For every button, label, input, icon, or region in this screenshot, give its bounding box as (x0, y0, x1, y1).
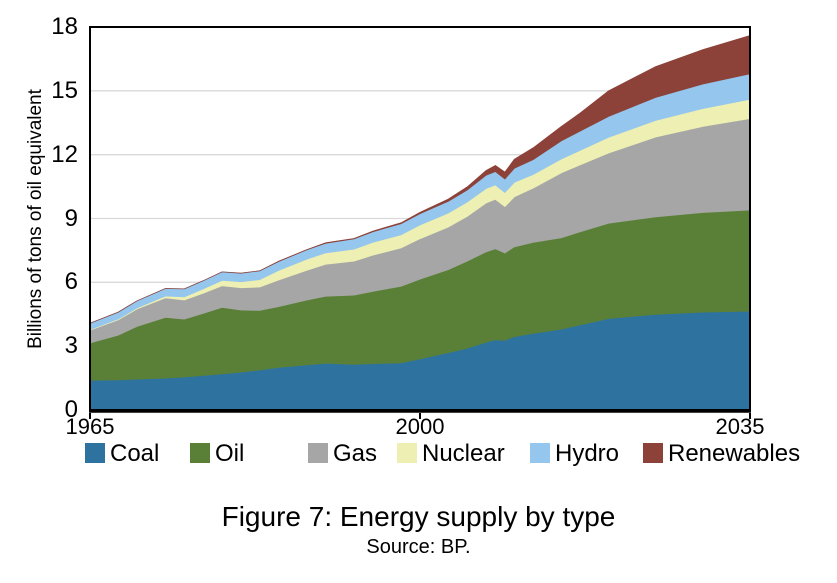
legend-swatch-gas (308, 443, 328, 463)
legend-label-coal: Coal (110, 440, 160, 467)
legend-label-hydro: Hydro (555, 440, 620, 467)
legend-swatch-renewables (643, 443, 663, 463)
legend-label-gas: Gas (333, 440, 378, 467)
figure-caption: Figure 7: Energy supply by type Source: … (0, 500, 837, 560)
plot-border (89, 26, 751, 411)
legend-label-nuclear: Nuclear (422, 440, 505, 467)
legend-swatch-nuclear (397, 443, 417, 463)
chart-legend: Coal Oil Gas Nuclear Hydro Renewables (0, 440, 837, 470)
legend-swatch-hydro (530, 443, 550, 463)
y-tick-label-3: 3 (64, 332, 78, 360)
y-tick-label-15: 15 (51, 76, 78, 104)
y-tick-label-18: 18 (51, 13, 78, 40)
x-tick-label-2000: 2000 (395, 414, 445, 439)
y-tick-label-12: 12 (51, 140, 78, 168)
figure-caption-title: Figure 7: Energy supply by type (221, 501, 616, 532)
legend-label-renewables: Renewables (668, 440, 801, 467)
figure-caption-source: Source: BP. (366, 536, 471, 558)
legend-swatch-oil (190, 443, 210, 463)
legend-swatch-coal (85, 443, 105, 463)
y-tick-label-6: 6 (64, 268, 78, 296)
legend-label-oil: Oil (215, 440, 245, 467)
y-tick-label-0: 0 (64, 396, 78, 423)
x-tick-label-1965: 1965 (65, 414, 115, 439)
y-tick-label-9: 9 (64, 204, 78, 232)
x-tick-label-2035: 2035 (715, 414, 765, 439)
